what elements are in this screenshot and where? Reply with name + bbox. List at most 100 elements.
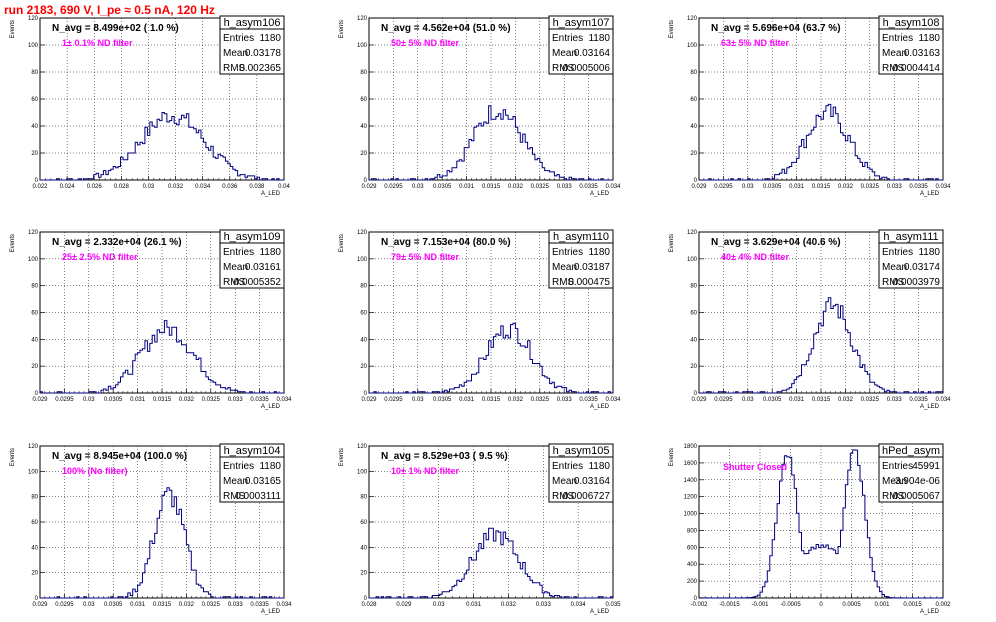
y-tick-label: 120 — [28, 444, 39, 450]
filter-label: 100% (No filter) — [62, 466, 128, 476]
stats-key: Mean — [882, 476, 907, 487]
x-axis-label: A_LED — [920, 609, 940, 615]
stats-value: 1180 — [259, 247, 281, 258]
x-tick-label: 0.03 — [433, 602, 445, 608]
panel-hPed_asym: -0.002 -0.0015 -0.001 -0.0005 0 0.0005 0.001 0.… — [669, 443, 951, 615]
x-tick-label: 0.0295 — [384, 397, 403, 403]
y-tick-label: 40 — [690, 124, 697, 130]
y-tick-label: 0 — [35, 178, 39, 184]
y-tick-label: 20 — [690, 151, 697, 157]
y-tick-label: 120 — [357, 16, 368, 22]
y-tick-label: 0 — [364, 391, 368, 397]
y-tick-label: 400 — [687, 562, 698, 568]
y-tick-label: 60 — [360, 311, 367, 317]
stats-value: 0.03161 — [245, 262, 282, 273]
y-tick-label: 80 — [690, 284, 697, 290]
x-tick-label: 0.036 — [222, 184, 238, 190]
x-tick-label: 0 — [819, 602, 823, 608]
y-tick-label: 1400 — [684, 478, 698, 484]
y-tick-label: 20 — [690, 364, 697, 370]
histogram-line — [369, 322, 613, 394]
y-tick-label: 40 — [31, 337, 38, 343]
panel-h_asym107: 0.029 0.0295 0.03 0.0305 0.031 0.0315 0.032 0.0… — [339, 15, 621, 197]
y-tick-label: 40 — [360, 545, 367, 551]
x-tick-label: 0.029 — [32, 602, 48, 608]
stats-title: h_asym111 — [883, 231, 938, 243]
y-axis-label: Events — [339, 20, 345, 38]
x-tick-label: 0.0295 — [384, 184, 403, 190]
y-tick-label: 40 — [360, 124, 367, 130]
x-tick-label: 0.032 — [168, 184, 184, 190]
stats-value: 1180 — [918, 247, 940, 258]
y-tick-label: 600 — [687, 545, 698, 551]
stats-value: 1180 — [918, 33, 940, 44]
y-tick-label: 20 — [31, 364, 38, 370]
x-tick-label: 0.035 — [605, 602, 621, 608]
y-tick-label: 0 — [35, 596, 39, 602]
y-tick-label: 120 — [357, 444, 368, 450]
y-tick-label: 1600 — [684, 461, 698, 467]
x-tick-label: 0.0295 — [55, 397, 74, 403]
y-tick-label: 40 — [360, 337, 367, 343]
y-tick-label: 120 — [28, 16, 39, 22]
x-tick-label: 0.0325 — [202, 397, 221, 403]
stats-value: 0.002365 — [239, 63, 281, 74]
stats-value: -3.904e-06 — [892, 476, 941, 487]
filter-label: Shutter Closed — [723, 462, 787, 472]
x-tick-label: 0.033 — [557, 184, 573, 190]
x-tick-label: -0.0005 — [780, 602, 801, 608]
stats-value: 0.03174 — [904, 262, 941, 273]
y-tick-label: 80 — [690, 70, 697, 76]
y-tick-label: 20 — [31, 151, 38, 157]
stats-key: RMS — [882, 63, 905, 74]
navg-label: N_avg = 8.945e+04 (100.0 %) — [52, 451, 187, 462]
y-tick-label: 1800 — [684, 444, 698, 450]
x-tick-label: 0.0305 — [763, 397, 782, 403]
panel-h_asym106: 0.022 0.024 0.026 0.028 0.03 0.032 0.034 0.036 0… — [10, 15, 290, 197]
y-tick-label: 120 — [28, 230, 39, 236]
y-tick-label: 200 — [687, 579, 698, 585]
panel-h_asym104: 0.029 0.0295 0.03 0.0305 0.031 0.0315 0.032 0.0… — [10, 443, 292, 615]
filter-label: 25± 2.5% ND filter — [62, 252, 138, 262]
y-tick-label: 20 — [31, 571, 38, 577]
x-tick-label: 0.032 — [501, 602, 517, 608]
navg-label: N_avg = 8.529e+03 ( 9.5 %) — [381, 451, 508, 462]
x-tick-label: 0.034 — [276, 397, 292, 403]
x-axis-label: A_LED — [261, 609, 281, 615]
stats-key: Entries — [552, 247, 583, 258]
stats-value: 0.0003111 — [235, 491, 281, 502]
x-tick-label: 0.034 — [195, 184, 211, 190]
x-tick-label: 0.031 — [130, 602, 146, 608]
stats-value: 0.0005067 — [893, 491, 941, 502]
navg-label: N_avg = 5.696e+04 (63.7 %) — [711, 23, 841, 34]
y-tick-label: 100 — [28, 257, 39, 263]
y-tick-label: 100 — [357, 469, 368, 475]
y-axis-label: Events — [669, 234, 675, 252]
stats-value: 0.000475 — [568, 277, 610, 288]
y-tick-label: 80 — [31, 284, 38, 290]
x-tick-label: 0.03 — [83, 397, 95, 403]
navg-label: N_avg = 7.153e+04 (80.0 %) — [381, 237, 511, 248]
stats-key: Entries — [882, 461, 913, 472]
y-tick-label: 80 — [31, 70, 38, 76]
stats-value: 0.03163 — [904, 48, 941, 59]
x-tick-label: 0.033 — [536, 602, 552, 608]
x-tick-label: 0.0335 — [579, 397, 598, 403]
x-axis-label: A_LED — [261, 404, 281, 410]
y-tick-label: 100 — [28, 469, 39, 475]
x-tick-label: 0.0295 — [55, 602, 74, 608]
y-tick-label: 100 — [687, 43, 698, 49]
y-tick-label: 800 — [687, 528, 698, 534]
x-tick-label: 0.0325 — [202, 602, 221, 608]
y-tick-label: 100 — [357, 43, 368, 49]
panel-h_asym109: 0.029 0.0295 0.03 0.0305 0.031 0.0315 0.032 0.0… — [10, 229, 292, 410]
stats-title: h_asym108 — [883, 17, 940, 29]
x-tick-label: 0.0335 — [909, 397, 928, 403]
y-tick-label: 1200 — [684, 495, 698, 501]
y-tick-label: 80 — [360, 495, 367, 501]
x-tick-label: 0.0315 — [482, 397, 501, 403]
x-tick-label: 0.033 — [228, 397, 244, 403]
stats-value: 0.0004414 — [893, 63, 941, 74]
stats-key: RMS — [552, 277, 575, 288]
histogram-line — [40, 487, 284, 599]
